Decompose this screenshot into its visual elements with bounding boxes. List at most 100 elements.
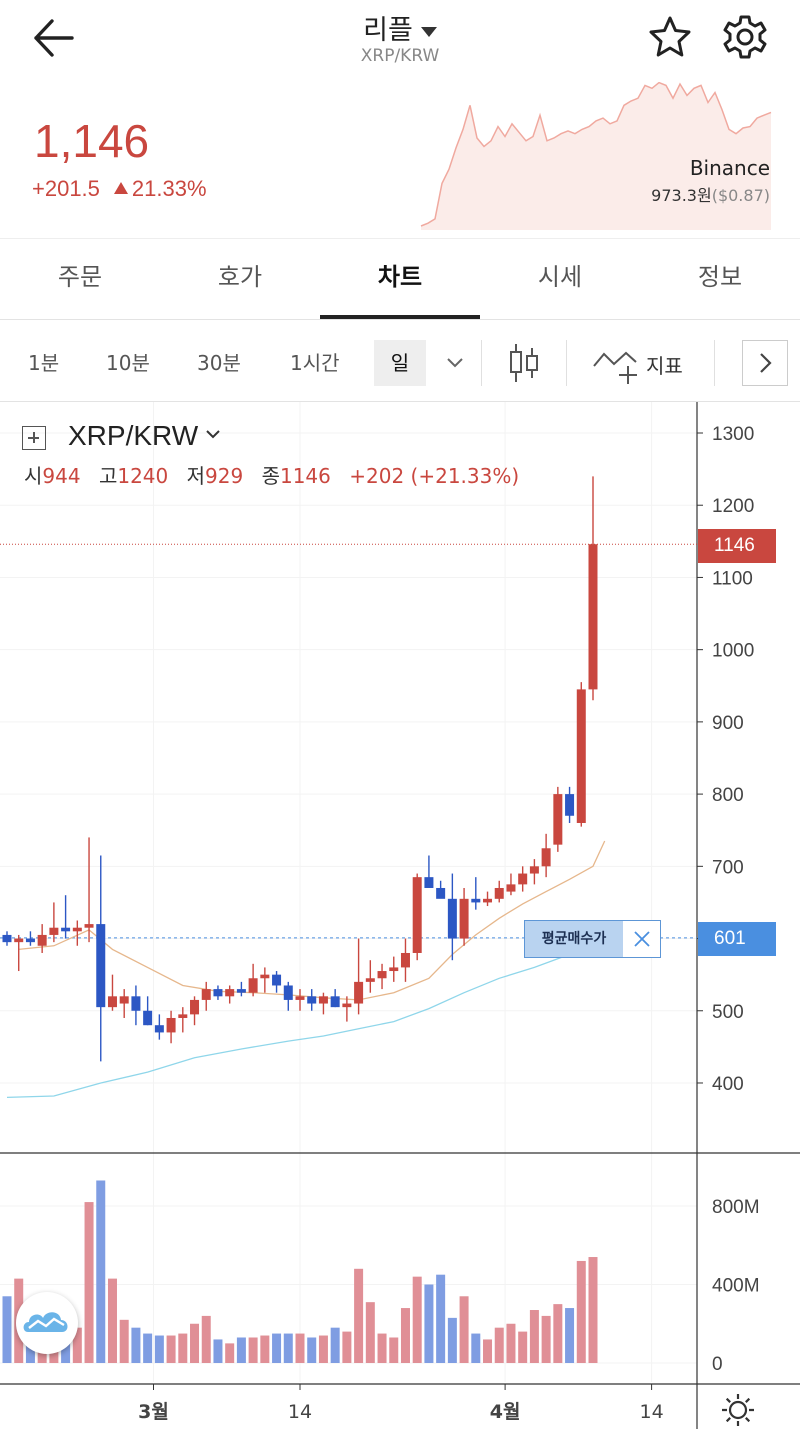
close-value: 1146 [279, 464, 331, 488]
avg-buy-price-close-button[interactable] [623, 921, 661, 957]
coin-title[interactable]: 리플 [363, 8, 437, 47]
volume-bar [400, 1308, 410, 1363]
candle-body [389, 967, 399, 972]
candle-body [518, 873, 528, 885]
change-percent: 21.33% [131, 176, 207, 201]
toolbar-next-button[interactable] [742, 340, 788, 386]
exchange-price: 973.3원($0.87) [651, 182, 770, 206]
symbol-label: XRP/KRW [68, 420, 222, 452]
sparkline-chart [420, 82, 772, 230]
price-change: +201.5 21.33% [32, 176, 207, 202]
low-value: 929 [205, 464, 244, 488]
favorite-button[interactable] [646, 14, 694, 60]
timeframe-1hour[interactable]: 1시간 [290, 351, 340, 375]
candle-body [553, 794, 563, 845]
price-tick-label: 400 [712, 1074, 744, 1095]
price-tick-label: 1100 [712, 568, 753, 589]
tab-chart[interactable]: 차트 [320, 239, 480, 319]
caret-down-icon [420, 26, 437, 37]
volume-bar [518, 1331, 528, 1363]
price-chart[interactable]: 40050060070080090010001100120013000400M8… [0, 402, 800, 1429]
ohlc-readout: 시944 고1240 저929 종1146 +202 (+21.33%) [24, 460, 531, 489]
candle-body [248, 978, 258, 993]
candle-body [459, 898, 469, 939]
timeframe-10min[interactable]: 10분 [106, 351, 150, 375]
toolbar-divider [566, 340, 567, 386]
volume-bar [576, 1260, 586, 1363]
arrow-left-icon [34, 19, 74, 57]
price-tick-label: 900 [712, 713, 744, 734]
volume-bar [529, 1310, 539, 1363]
close-icon [634, 931, 650, 947]
last-price-tag: 1146 [698, 529, 776, 563]
candle-body [72, 927, 82, 932]
candle-body [260, 974, 270, 979]
settings-button[interactable] [720, 12, 770, 62]
tab-market-price[interactable]: 시세 [537, 263, 583, 291]
volume-bar [178, 1333, 188, 1363]
candle-body [471, 898, 481, 903]
indicator-add-icon [593, 351, 637, 384]
chevron-down-icon [447, 358, 463, 368]
candle-body [107, 996, 117, 1008]
candle-body [318, 996, 328, 1004]
volume-bar [494, 1327, 504, 1363]
coin-title-dropdown[interactable]: 리플 [0, 8, 800, 47]
timeframe-day[interactable]: 일 [374, 340, 426, 386]
volume-bar [2, 1296, 12, 1363]
candle-body [84, 924, 94, 928]
timeframe-30min[interactable]: 30분 [197, 351, 241, 375]
volume-bar [84, 1202, 94, 1363]
tab-order[interactable]: 주문 [57, 263, 103, 291]
candle-body [529, 866, 539, 874]
price-tick-label: 1200 [712, 496, 754, 517]
exchange-price-krw: 973.3원 [651, 186, 712, 205]
volume-bar [248, 1337, 258, 1363]
candle-body [541, 848, 551, 867]
volume-bar [412, 1276, 422, 1363]
cloud-fab-button[interactable] [16, 1292, 78, 1354]
volume-bar [553, 1304, 563, 1363]
volume-bar [389, 1337, 399, 1363]
candle-body [412, 877, 422, 953]
chart-type-button[interactable] [504, 342, 544, 384]
volume-bar [166, 1335, 176, 1363]
volume-bar [365, 1302, 375, 1363]
ma-short-line [18, 840, 606, 1001]
candle-body [178, 1014, 188, 1018]
open-label: 시 [24, 464, 43, 488]
add-compare-icon[interactable] [22, 426, 46, 450]
volume-bar [213, 1339, 223, 1363]
volume-bar [483, 1339, 493, 1363]
volume-bar [318, 1335, 328, 1363]
tab-info[interactable]: 정보 [697, 263, 743, 291]
chart-grid [0, 402, 800, 1429]
back-button[interactable] [30, 16, 78, 60]
timeframe-dropdown[interactable] [440, 340, 470, 386]
indicator-button[interactable]: 지표 [590, 340, 683, 386]
time-tick-label: 14 [288, 1401, 312, 1423]
candle-body [119, 996, 129, 1004]
change-value: +202 (+21.33%) [349, 464, 520, 488]
low-label: 저 [186, 464, 206, 488]
volume-bar [307, 1337, 317, 1363]
high-value: 1240 [117, 464, 169, 488]
volume-bar [424, 1284, 434, 1363]
volume-tick-label: 400M [712, 1276, 760, 1297]
candle-body [213, 989, 223, 997]
candle-body [295, 996, 305, 1000]
tab-orderbook[interactable]: 호가 [217, 263, 263, 291]
volume-bar [330, 1327, 340, 1363]
price-tick-label: 700 [712, 857, 744, 878]
current-price: 1,146 [34, 115, 150, 167]
candle-body [424, 877, 434, 888]
timeframe-1min[interactable]: 1분 [28, 351, 60, 375]
top-bar: 리플 XRP/KRW [0, 0, 800, 78]
time-tick-label: 14 [640, 1401, 664, 1423]
exchange-name: Binance [689, 156, 770, 180]
exchange-price-usd: ($0.87) [711, 186, 770, 205]
toolbar-divider [481, 340, 482, 386]
volume-bar [354, 1268, 364, 1363]
chart-settings-button[interactable] [720, 1392, 756, 1428]
candle-body [354, 981, 364, 1004]
